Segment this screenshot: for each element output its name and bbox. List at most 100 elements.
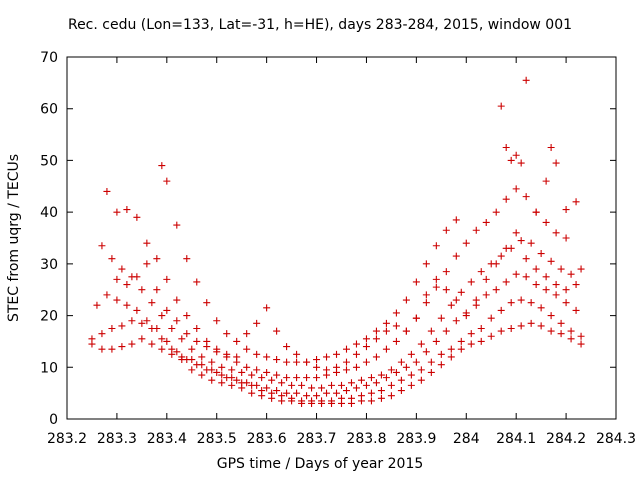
data-point [367,389,375,397]
data-point [557,265,565,273]
data-point [567,327,575,335]
data-point [98,345,106,353]
data-point [522,273,530,281]
y-axis-ticks: 0 10 20 30 40 50 60 70 [40,50,616,428]
data-point [392,337,400,345]
data-point [158,162,166,170]
data-point [133,273,141,281]
data-point [567,335,575,343]
data-point [138,319,146,327]
data-point [248,389,256,397]
x-tick-label: 283.9 [396,431,436,447]
x-tick-label: 283.8 [346,431,386,447]
data-point [542,286,550,294]
data-point [482,275,490,283]
data-point [228,381,236,389]
x-tick-label: 284.3 [596,431,636,447]
data-point [223,350,231,358]
data-point [233,337,241,345]
data-point [572,306,580,314]
data-point [532,208,540,216]
data-point [432,337,440,345]
data-point [338,381,345,389]
y-tick-label: 10 [40,360,58,376]
data-point [497,252,505,260]
data-point [377,387,385,395]
plot-frame [66,56,617,420]
data-point [497,306,505,314]
y-tick-label: 30 [40,257,58,273]
data-point [103,291,111,299]
data-point [313,374,321,382]
data-point [387,392,395,400]
data-point [442,226,450,234]
data-point [273,327,281,335]
data-point [502,244,510,252]
data-point [452,296,460,304]
data-point [328,397,336,405]
data-point [173,221,181,229]
data-point [437,361,445,369]
data-point [347,394,355,402]
data-point [482,218,490,226]
data-point [452,252,460,260]
data-point [133,306,141,314]
data-point [313,356,321,364]
data-point [288,381,296,389]
data-point [562,299,570,307]
data-points [88,76,585,407]
data-point [442,286,450,294]
data-point [108,345,116,353]
data-point [357,392,365,400]
data-point [412,358,420,366]
y-tick-label: 60 [40,102,58,118]
data-point [173,317,181,325]
data-point [153,325,161,332]
data-point [557,330,565,338]
data-point [258,387,266,395]
data-point [203,343,211,351]
data-point [422,291,430,299]
data-point [432,283,440,291]
x-tick-label: 283.2 [47,431,87,447]
data-point [298,381,306,389]
data-point [467,330,475,338]
data-point [517,237,525,245]
data-point [263,353,271,361]
data-point [402,327,410,335]
data-point [512,185,520,193]
data-point [253,381,261,389]
data-point [577,265,585,273]
data-point [417,340,425,348]
data-point [163,177,171,185]
data-point [283,358,291,366]
data-point [253,350,261,358]
data-point [303,374,311,382]
data-point [512,229,520,237]
data-point [98,330,106,338]
data-point [372,327,380,335]
data-point [447,353,455,361]
data-point [397,387,405,395]
data-point [432,242,440,250]
data-point [432,275,440,283]
data-point [487,314,495,322]
data-point [113,208,121,216]
data-point [98,242,106,250]
y-tick-label: 0 [49,412,58,428]
x-tick-label: 284.2 [546,431,586,447]
data-point [527,299,535,307]
data-point [233,353,241,361]
data-point [223,374,231,382]
data-point [522,255,530,263]
data-point [412,314,420,322]
data-point [547,312,555,320]
data-point [293,358,301,366]
y-axis-label: STEC from uqrg / TECUs [6,153,22,323]
data-point [333,389,341,397]
data-point [193,278,201,286]
data-point [213,368,221,376]
y-tick-label: 20 [40,309,58,325]
data-point [502,278,510,286]
data-point [542,177,550,185]
